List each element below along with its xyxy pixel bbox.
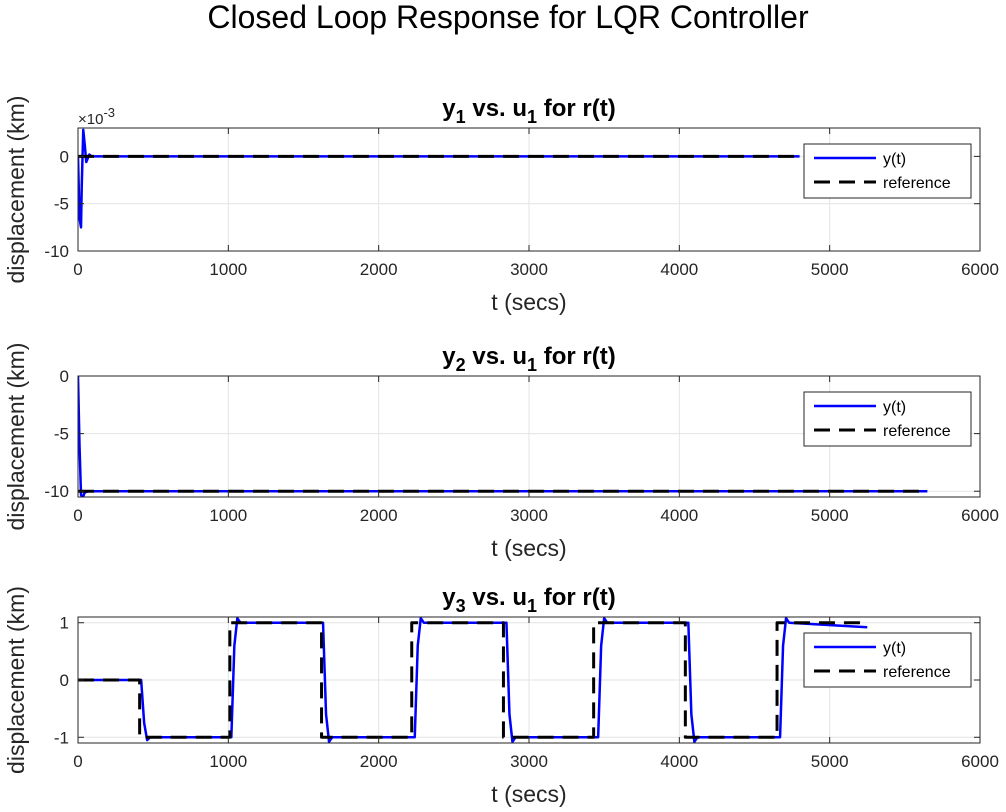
axes-title: y2 vs. u1 for r(t) — [442, 343, 615, 375]
y-tick-label: -10 — [44, 242, 69, 261]
x-tick-label: 6000 — [961, 752, 999, 771]
y-exponent-label: ×10-3 — [78, 105, 115, 128]
x-tick-label: 2000 — [360, 752, 398, 771]
legend-entry-label: reference — [883, 175, 951, 192]
legend-entry-label: y(t) — [883, 399, 906, 416]
x-tick-label: 5000 — [811, 752, 849, 771]
y-axis-label: displacement (km) — [3, 343, 29, 531]
y-exponent-power: -3 — [103, 105, 115, 120]
legend-entry-label: y(t) — [883, 151, 906, 168]
x-tick-label: 6000 — [961, 260, 999, 279]
y-tick-label: -5 — [54, 425, 69, 444]
x-tick-label: 5000 — [811, 506, 849, 525]
y-tick-label: 0 — [60, 671, 69, 690]
x-tick-label: 3000 — [510, 506, 548, 525]
figure-suptitle: Closed Loop Response for LQR Controller — [207, 0, 809, 35]
x-tick-label: 4000 — [660, 506, 698, 525]
x-tick-label: 0 — [73, 752, 82, 771]
axes-2: 0 1000 2000 3000 4000 5000 6000 -10 -5 0 y2 vs. u1… — [3, 343, 999, 561]
x-tick-label: 1000 — [209, 506, 247, 525]
x-tick-label: 3000 — [510, 752, 548, 771]
x-tick-label: 5000 — [811, 260, 849, 279]
legend-entry-label: reference — [883, 664, 951, 681]
x-tick-label: 1000 — [209, 260, 247, 279]
y-tick-label: 1 — [60, 614, 69, 633]
x-axis-label: t (secs) — [491, 535, 566, 561]
x-tick-label: 6000 — [961, 506, 999, 525]
x-tick-label: 4000 — [660, 260, 698, 279]
y-tick-label: -10 — [44, 482, 69, 501]
legend-box — [803, 632, 972, 688]
y-tick-label: 0 — [60, 147, 69, 166]
y-axis-label: displacement (km) — [3, 96, 29, 284]
x-axis-label: t (secs) — [491, 289, 566, 315]
series-reference-line — [78, 621, 868, 739]
x-tick-label: 0 — [73, 260, 82, 279]
legend-box — [803, 143, 972, 199]
x-tick-label: 0 — [73, 506, 82, 525]
y-tick-label: 0 — [60, 367, 69, 386]
x-tick-label: 4000 — [660, 752, 698, 771]
x-tick-label: 2000 — [360, 260, 398, 279]
legend-entry-label: reference — [883, 423, 951, 440]
legend-box — [803, 391, 972, 447]
legend: y(t) reference — [803, 632, 972, 688]
legend-entry-label: y(t) — [883, 640, 906, 657]
axes-title: y3 vs. u1 for r(t) — [442, 584, 615, 616]
y-tick-label: -5 — [54, 195, 69, 214]
axes-title: y1 vs. u1 for r(t) — [442, 95, 615, 127]
legend: y(t) reference — [803, 143, 972, 199]
axes-1: 0 1000 2000 3000 4000 5000 6000 -10 -5 0 ×10-3 y1 v… — [3, 95, 999, 315]
y-tick-label: -1 — [54, 728, 69, 747]
x-tick-label: 1000 — [209, 752, 247, 771]
y-axis-label: displacement (km) — [3, 586, 29, 774]
x-tick-label: 2000 — [360, 506, 398, 525]
x-axis-label: t (secs) — [491, 781, 566, 807]
legend: y(t) reference — [803, 391, 972, 447]
x-tick-label: 3000 — [510, 260, 548, 279]
